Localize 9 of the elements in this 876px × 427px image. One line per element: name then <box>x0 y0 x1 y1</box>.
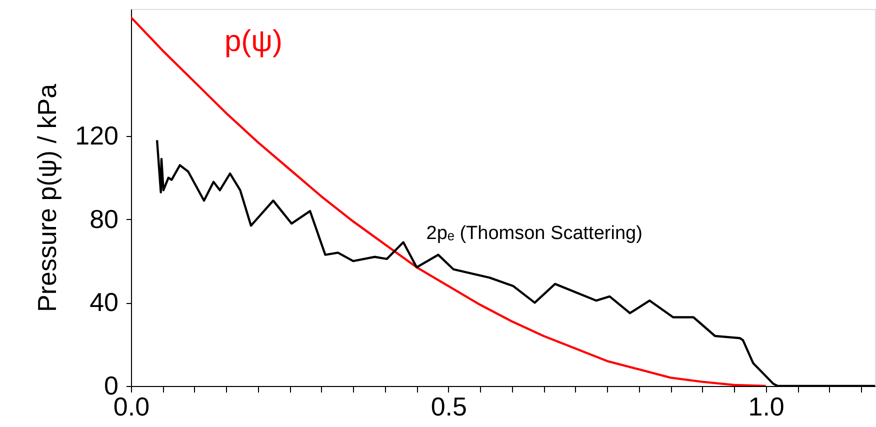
series-label: p(ψ) <box>224 24 283 58</box>
line-series <box>131 16 767 386</box>
y-tick-label: 120 <box>75 120 118 151</box>
y-tick-label: 40 <box>90 287 118 318</box>
y-tick-label: 80 <box>90 204 118 234</box>
y-axis-title: Pressure p(ψ) / kPa <box>32 83 62 312</box>
x-tick-label: 1.0 <box>748 392 784 422</box>
x-tick-label: 0.5 <box>430 392 467 422</box>
series-label: 2pₑ (Thomson Scattering) <box>426 222 642 244</box>
